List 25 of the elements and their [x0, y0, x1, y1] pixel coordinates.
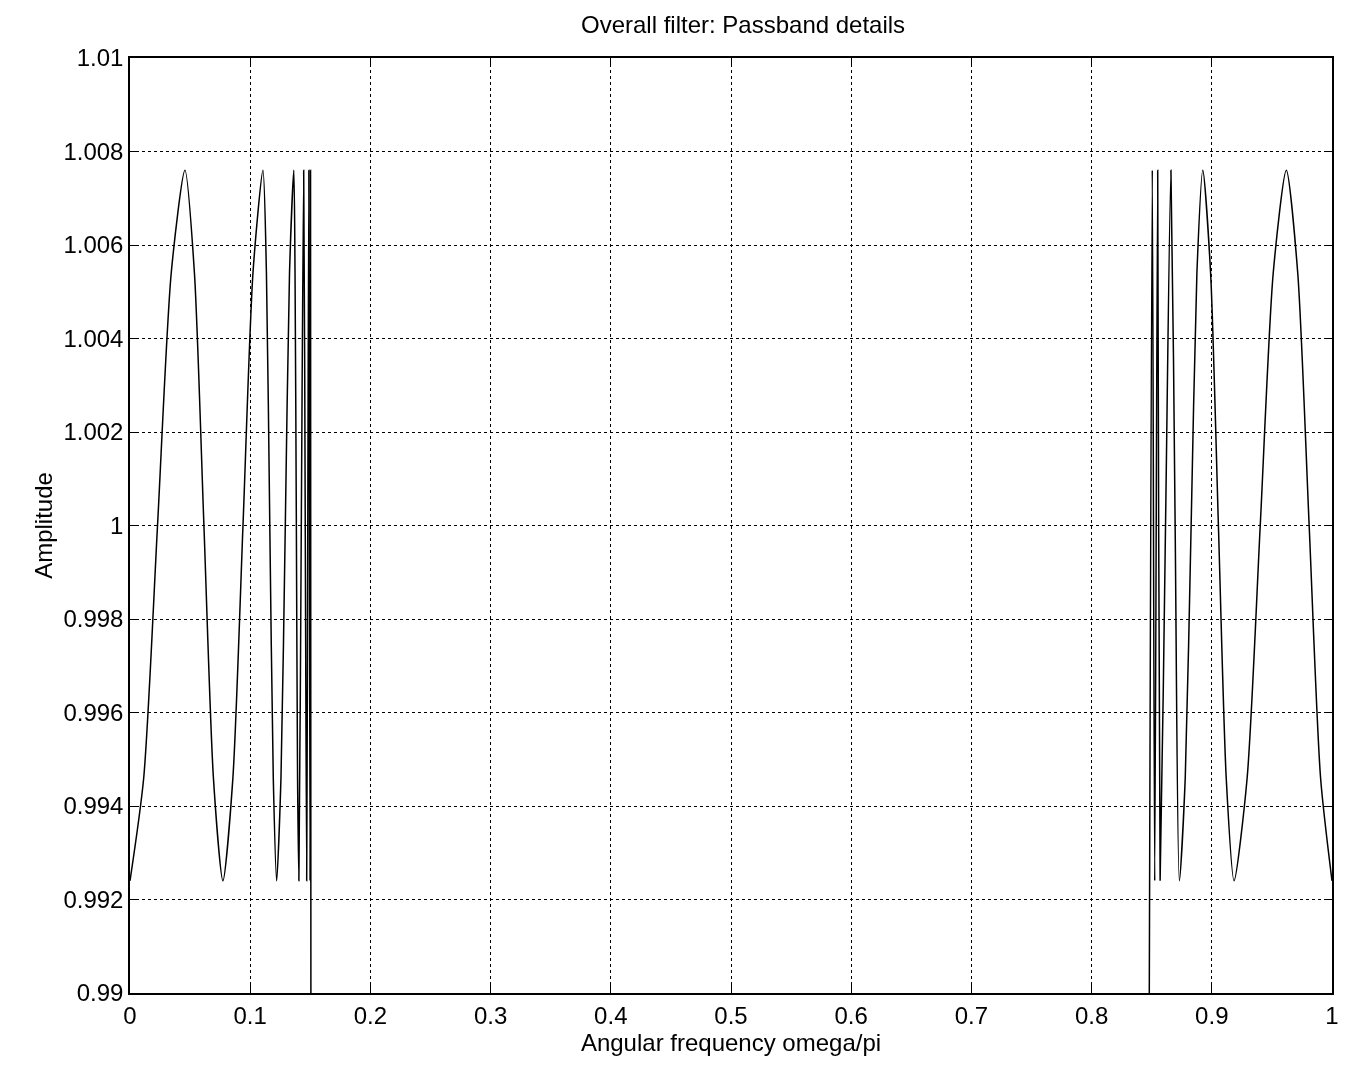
- x-tick-label: 0.3: [473, 1001, 508, 1029]
- x-tick-label: 0.6: [834, 1001, 868, 1029]
- x-tick-label: 0.4: [594, 1001, 628, 1029]
- chart-title: Overall filter: Passband details: [580, 11, 906, 39]
- x-tick-label: 0.8: [1074, 1001, 1109, 1029]
- y-tick-label: 0.998: [63, 605, 124, 633]
- x-axis-title: Angular frequency omega/pi: [580, 1028, 882, 1056]
- x-tick-label: 0.5: [714, 1001, 748, 1029]
- x-tick-label: 0: [123, 1001, 137, 1029]
- x-tick-label: 0.7: [954, 1001, 989, 1029]
- x-tick-label: 0.2: [353, 1001, 388, 1029]
- y-tick-label: 0.99: [76, 979, 124, 1007]
- y-tick-label: 1.002: [63, 418, 124, 446]
- y-axis-title: Amplitude: [29, 472, 57, 579]
- x-tick-label: 0.1: [233, 1001, 267, 1029]
- y-tick-label: 1.008: [63, 137, 124, 165]
- x-tick-label: 1: [1325, 1001, 1339, 1029]
- y-tick-label: 1.006: [63, 231, 124, 259]
- y-tick-label: 1.01: [76, 44, 124, 72]
- y-tick-label: 1: [110, 511, 124, 539]
- x-tick-label: 0.9: [1195, 1001, 1229, 1029]
- y-tick-label: 0.992: [63, 885, 124, 913]
- y-tick-label: 0.994: [63, 792, 124, 820]
- y-tick-label: 1.004: [63, 324, 124, 352]
- y-tick-label: 0.996: [63, 698, 124, 726]
